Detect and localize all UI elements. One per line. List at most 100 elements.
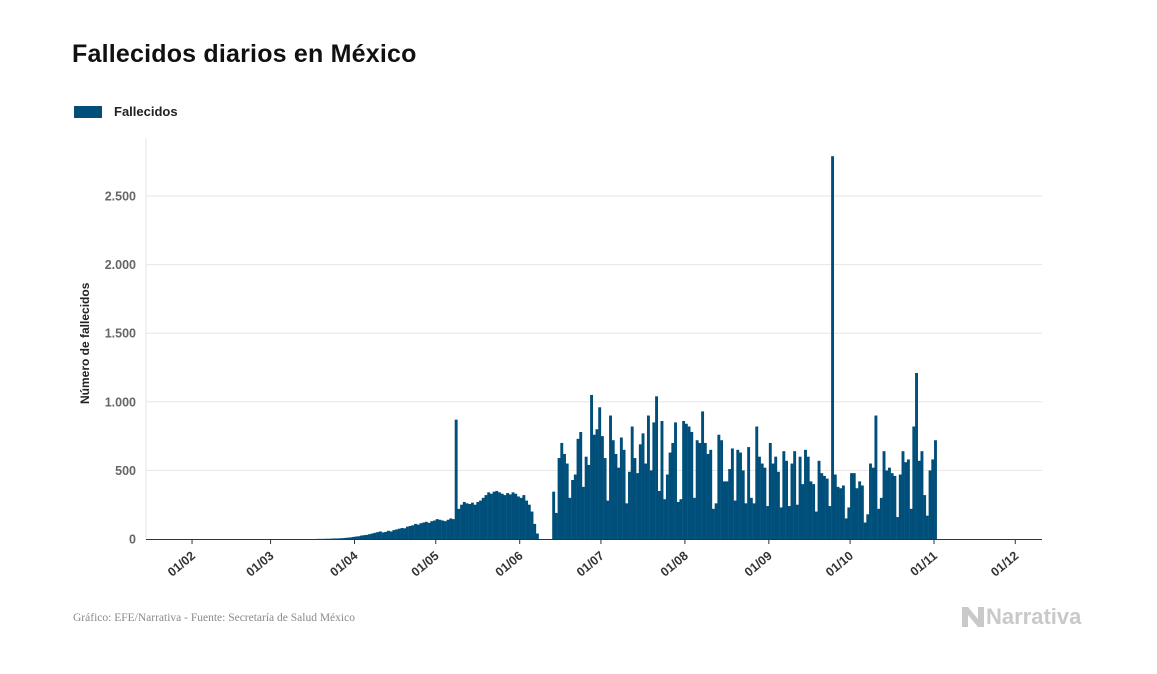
bar — [498, 492, 501, 539]
bar — [893, 475, 897, 539]
bar — [573, 474, 577, 539]
bar — [517, 496, 520, 539]
bar — [557, 458, 561, 539]
bar — [931, 459, 935, 539]
bar — [332, 538, 336, 540]
bar — [473, 504, 477, 539]
bar — [400, 528, 404, 539]
legend-label: Fallecidos — [114, 104, 178, 119]
bar — [408, 525, 412, 539]
bar — [351, 536, 355, 539]
bar — [774, 456, 778, 539]
bar — [695, 440, 699, 539]
bar — [749, 497, 753, 539]
bar — [395, 529, 399, 539]
bar — [381, 532, 385, 539]
bar — [506, 493, 510, 539]
bar — [706, 453, 710, 539]
bar — [530, 511, 534, 539]
bar — [771, 463, 775, 539]
bar — [904, 462, 908, 539]
bar — [435, 519, 439, 539]
bar — [652, 422, 656, 539]
bar — [744, 503, 748, 539]
y-tick-label: 2.000 — [105, 258, 136, 272]
bar — [850, 473, 853, 539]
bar — [847, 507, 851, 539]
bar — [660, 421, 664, 539]
bar — [806, 456, 810, 539]
bar — [571, 480, 575, 539]
bar — [600, 436, 604, 539]
bar — [655, 396, 659, 539]
bar — [663, 499, 667, 539]
bar — [698, 442, 702, 539]
bar — [636, 473, 640, 539]
bar — [896, 517, 900, 539]
bar — [343, 537, 347, 539]
bar — [809, 481, 813, 539]
narrativa-logo-icon — [962, 607, 984, 627]
bar — [443, 521, 447, 539]
bar — [906, 459, 910, 539]
bar — [779, 507, 783, 539]
bar — [814, 511, 818, 539]
bar — [484, 495, 488, 539]
bar — [376, 532, 380, 539]
bar — [414, 523, 417, 539]
bar — [495, 490, 499, 539]
bar — [365, 534, 369, 539]
bar — [476, 501, 480, 539]
bar — [633, 458, 637, 539]
bar — [785, 460, 788, 539]
y-tick-label: 1.500 — [105, 327, 136, 341]
y-axis-label: Número de fallecidos — [78, 282, 92, 404]
bar — [866, 514, 870, 539]
bar — [703, 442, 707, 539]
bar — [684, 423, 688, 539]
bar — [349, 537, 353, 539]
bar — [527, 504, 531, 539]
bar — [592, 434, 596, 539]
bar — [479, 500, 482, 539]
bar — [855, 488, 859, 539]
bar — [487, 492, 491, 539]
bar — [711, 508, 715, 539]
bar — [882, 451, 886, 539]
bar — [346, 537, 350, 539]
x-tick-label: 01/09 — [742, 549, 775, 580]
bar — [611, 440, 615, 539]
source-footer: Gráfico: EFE/Narrativa - Fuente: Secreta… — [73, 612, 355, 624]
bar — [419, 523, 423, 539]
bar — [446, 519, 450, 539]
bar — [844, 518, 848, 539]
bar — [714, 503, 718, 539]
bar — [405, 526, 409, 539]
bar — [671, 442, 675, 539]
bar — [915, 372, 918, 539]
bar — [403, 528, 407, 539]
bar — [820, 473, 824, 539]
bar — [422, 522, 426, 539]
bar — [885, 470, 889, 539]
bar — [584, 456, 588, 539]
bar — [368, 534, 371, 539]
bar — [925, 515, 929, 539]
bar — [928, 470, 932, 539]
bar — [595, 429, 599, 539]
bar — [758, 456, 761, 539]
bar — [649, 470, 653, 539]
bar — [812, 484, 816, 539]
bar — [869, 463, 872, 539]
x-tick-label: 01/07 — [574, 549, 607, 580]
bar — [503, 495, 507, 539]
bar — [387, 530, 390, 539]
bar — [427, 522, 431, 539]
bar — [917, 460, 921, 539]
bar — [693, 497, 696, 539]
bar — [617, 467, 621, 539]
bar — [378, 531, 382, 539]
bar — [898, 474, 902, 539]
bar — [871, 467, 875, 539]
bar — [863, 522, 867, 539]
